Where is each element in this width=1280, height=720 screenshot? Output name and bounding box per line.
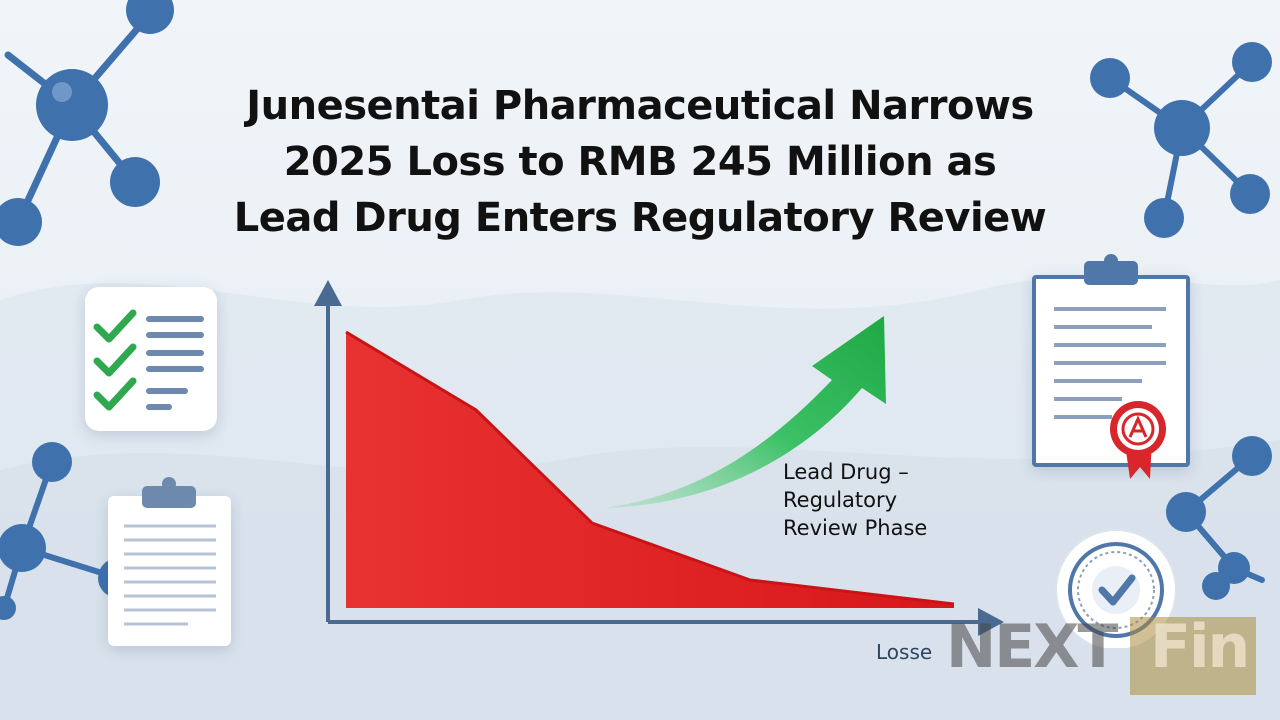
- molecule-icon: [0, 0, 174, 246]
- clipboard-icon: [124, 477, 216, 626]
- headline-line-3: Lead Drug Enters Regulatory Review: [233, 195, 1047, 241]
- watermark-next: NEXT: [946, 612, 1118, 682]
- checklist-icon: [93, 309, 204, 411]
- certificate-icon: [1054, 254, 1166, 479]
- headline-line-2: 2025 Loss to RMB 245 Million as: [283, 139, 997, 185]
- watermark-box: [1130, 617, 1256, 695]
- callout-line-2: Regulatory: [783, 488, 898, 512]
- loss-chart: [314, 280, 1004, 636]
- checklist-card: [85, 287, 217, 431]
- loss-area: [346, 332, 954, 608]
- x-axis-arrow: [978, 608, 1004, 636]
- headline: Junesentai Pharmaceutical Narrows 2025 L…: [140, 78, 1140, 246]
- seal-icon: [1110, 401, 1166, 479]
- clipboard-card: [108, 477, 231, 646]
- y-axis-arrow: [314, 280, 342, 306]
- callout-line-3: Review Phase: [783, 516, 928, 540]
- axis-caption: Losse: [876, 640, 933, 664]
- molecule-icon: [1090, 42, 1272, 238]
- headline-line-1: Junesentai Pharmaceutical Narrows: [246, 83, 1034, 129]
- lead-drug-callout: Lead Drug – Regulatory Review Phase: [783, 458, 927, 542]
- certificate-card: [1032, 254, 1190, 479]
- molecule-icon: [1166, 436, 1272, 600]
- growth-arrow: [604, 316, 886, 508]
- callout-line-1: Lead Drug –: [783, 460, 909, 484]
- watermark-fin: Fin: [1150, 612, 1250, 682]
